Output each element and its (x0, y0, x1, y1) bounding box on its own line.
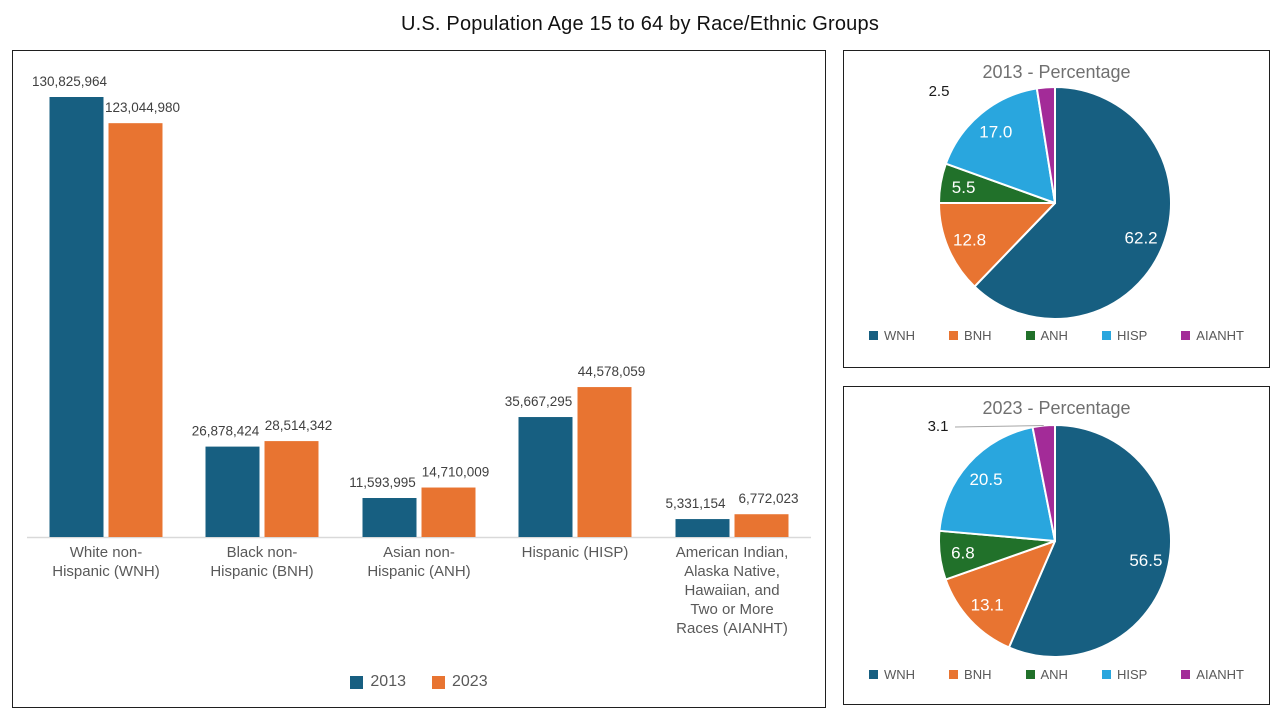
pie-2013-swatch-bnh (949, 331, 959, 340)
pie-2013-legend-label-hisp: HISP (1116, 328, 1148, 343)
bar-value-2023-3: 44,578,059 (578, 364, 646, 379)
pie-2023-swatch-hisp (1101, 670, 1111, 679)
category-label-wnh: White non-Hispanic (WNH) (52, 544, 160, 580)
bar-2023-1 (264, 441, 319, 537)
pie-2023-swatch-wnh (869, 670, 878, 679)
bar-chart-panel: 130,825,964 26,878,424 11,593,995 35,667,29… (12, 50, 826, 708)
pie-2013-legend-item-anh: ANH (1025, 328, 1068, 343)
category-label-hisp: Hispanic (HISP) (521, 544, 629, 561)
pie-2013-swatch-wnh (869, 331, 878, 340)
pie-value-wnh: 62.2 (1125, 229, 1158, 248)
bar-2013-1 (205, 446, 260, 537)
legend-swatch-2023 (432, 675, 445, 689)
pie-2023-swatch-bnh (949, 670, 959, 679)
bar-value-2013-4: 5,331,154 (665, 496, 726, 511)
pie-value-anh: 5.5 (952, 178, 976, 197)
bar-value-2013-2: 11,593,995 (349, 475, 416, 490)
pie-value-hisp: 17.0 (979, 123, 1012, 142)
pie-2023-svg: 56.5 13.1 6.8 20.5 3.1 (928, 418, 1172, 658)
bar-value-2013-0: 130,825,964 (32, 74, 108, 89)
bar-value-2023-2: 14,710,009 (422, 465, 490, 480)
pie-slice-aianht (1035, 86, 1056, 204)
pie-2013-legend-label-anh: ANH (1040, 328, 1068, 343)
pie-2013-legend-item-bnh: BNH (949, 328, 992, 343)
bar-2013-2 (362, 498, 417, 537)
pie-2023-panel: 2023 - Percentage 56.5 13.1 6.8 20.5 3.1 WNH… (843, 386, 1270, 705)
pie-slice-hisp (944, 87, 1056, 204)
pie-2023-legend-label-hisp: HISP (1116, 667, 1148, 682)
bar-value-2023-1: 28,514,342 (265, 418, 333, 433)
pie-2013-legend-item-wnh: WNH (869, 328, 915, 343)
pie-2023-swatch-anh (1025, 670, 1035, 679)
pie-2023-legend: WNH BNH ANH HISP AIANHT (844, 667, 1269, 682)
pie-2013-svg: 62.2 12.8 5.5 17.0 2.5 (929, 83, 1172, 320)
pie-2023-legend-label-wnh: WNH (884, 667, 916, 682)
pie-2023-legend-item-bnh: BNH (949, 667, 992, 682)
pie-2013-swatch-anh (1025, 331, 1035, 340)
bar-2013-4 (675, 519, 730, 537)
page-title: U.S. Population Age 15 to 64 by Race/Eth… (400, 13, 880, 35)
pie-2013-legend: WNH BNH ANH HISP AIANHT (844, 328, 1269, 343)
pie-value-aianht: 3.1 (928, 418, 949, 435)
bar-chart-svg: 130,825,964 26,878,424 11,593,995 35,667,29… (27, 74, 811, 539)
bar-2023-3 (577, 387, 632, 537)
pie-value-bnh: 12.8 (953, 230, 986, 249)
pie-slice-aianht (1031, 423, 1056, 542)
pie-value-aianht: 2.5 (929, 83, 950, 100)
pie-slice-hisp (938, 426, 1056, 542)
pie-value-bnh: 13.1 (971, 595, 1004, 614)
category-label-anh: Asian non-Hispanic (ANH) (367, 544, 471, 580)
pie-2013-title: 2013 - Percentage (982, 62, 1131, 82)
pie-2023-legend-label-bnh: BNH (964, 667, 992, 682)
pie-2023-swatch-aianht (1181, 670, 1191, 679)
bar-legend: 2013 2023 (13, 673, 825, 691)
pie-value-wnh: 56.5 (1129, 551, 1162, 570)
pie-slice-wnh (973, 86, 1172, 320)
pie-slice-bnh (938, 202, 1056, 288)
bar-value-2023-0: 123,044,980 (105, 100, 180, 115)
bar-2013-0 (49, 97, 104, 537)
pie-2013-swatch-aianht (1181, 331, 1191, 340)
category-label-bnh: Black non-Hispanic (BNH) (210, 544, 314, 580)
bar-2023-4 (734, 514, 789, 537)
pie-2013-legend-item-hisp: HISP (1101, 328, 1148, 343)
leader-line (954, 425, 1044, 428)
bar-value-2023-4: 6,772,023 (738, 491, 798, 506)
pie-2023-title: 2023 - Percentage (982, 398, 1131, 418)
pie-2013-legend-label-wnh: WNH (884, 328, 916, 343)
pie-2023-legend-item-hisp: HISP (1101, 667, 1148, 682)
pie-2023-legend-item-anh: ANH (1025, 667, 1068, 682)
pie-slice-wnh (1007, 424, 1172, 658)
bar-2023-0 (108, 123, 163, 537)
pie-2013-legend-label-aianht: AIANHT (1196, 328, 1244, 343)
pie-2023-legend-label-aianht: AIANHT (1196, 667, 1244, 682)
pie-2023-legend-item-aianht: AIANHT (1181, 667, 1244, 682)
legend-label-2013: 2013 (370, 673, 406, 690)
category-label-aianht: American Indian, Alaska Native, Hawaiian… (675, 544, 789, 637)
bar-2023-2 (421, 487, 476, 537)
pie-value-hisp: 20.5 (969, 470, 1002, 489)
legend-item-2013: 2013 (350, 673, 406, 691)
bar-value-2013-1: 26,878,424 (192, 424, 260, 439)
pie-slice-bnh (944, 540, 1056, 649)
pie-2023-legend-label-anh: ANH (1040, 667, 1068, 682)
legend-label-2023: 2023 (452, 673, 488, 690)
bar-value-2013-3: 35,667,295 (505, 394, 573, 409)
pie-2013-legend-label-bnh: BNH (964, 328, 992, 343)
pie-2023-legend-item-wnh: WNH (869, 667, 915, 682)
pie-value-anh: 6.8 (951, 544, 975, 563)
pie-2013-panel: 2013 - Percentage 62.2 12.8 5.5 17.0 2.5 WNH… (843, 50, 1270, 368)
pie-2013-swatch-hisp (1101, 331, 1111, 340)
pie-2013-legend-item-aianht: AIANHT (1181, 328, 1244, 343)
legend-swatch-2013 (350, 675, 364, 689)
bar-2013-3 (518, 417, 573, 537)
legend-item-2023: 2023 (432, 673, 488, 691)
